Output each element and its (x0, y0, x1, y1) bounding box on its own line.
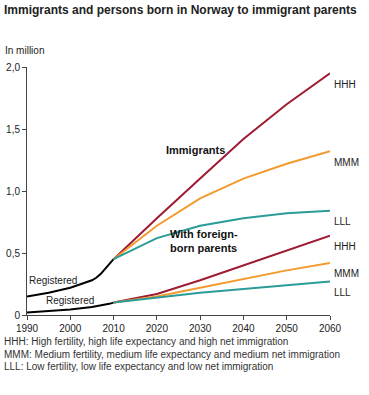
html-text:LLL: Low fertility, low life e: LLL: Low fertility, low life expectancy … (4, 361, 274, 372)
svg-text:Registered: Registered (46, 295, 94, 306)
svg-text:0,5: 0,5 (6, 248, 20, 259)
svg-text:HHH: HHH (334, 241, 356, 252)
svg-text:Registered: Registered (29, 275, 77, 286)
svg-text:1990: 1990 (16, 323, 39, 334)
svg-text:2060: 2060 (319, 323, 342, 334)
svg-text:MMM: MMM (334, 268, 359, 279)
svg-text:2000: 2000 (59, 323, 82, 334)
svg-text:With foreign-born parents: With foreign-born parents (170, 228, 238, 254)
svg-text:2020: 2020 (146, 323, 169, 334)
svg-text:In million: In million (5, 45, 44, 56)
svg-text:LLL: LLL (334, 216, 351, 227)
svg-text:LLL: LLL (334, 287, 351, 298)
svg-text:2050: 2050 (276, 323, 299, 334)
html-text:Immigrants and persons born in: Immigrants and persons born in Norway to… (4, 3, 357, 17)
svg-text:0: 0 (14, 310, 20, 321)
svg-text:1,0: 1,0 (6, 186, 20, 197)
html-text:MMM: Medium fertility, medium: MMM: Medium fertility, medium life expec… (4, 348, 340, 360)
svg-text:1,5: 1,5 (6, 124, 20, 135)
svg-text:MMM: MMM (334, 157, 359, 168)
svg-text:2030: 2030 (189, 323, 212, 334)
svg-text:2,0: 2,0 (6, 62, 20, 73)
svg-text:Immigrants: Immigrants (166, 144, 225, 156)
html-text:HHH: High fertility, high life: HHH: High fertility, high life expectanc… (4, 336, 289, 347)
svg-text:2040: 2040 (232, 323, 255, 334)
svg-text:HHH: HHH (334, 79, 356, 90)
svg-text:2010: 2010 (102, 323, 125, 334)
